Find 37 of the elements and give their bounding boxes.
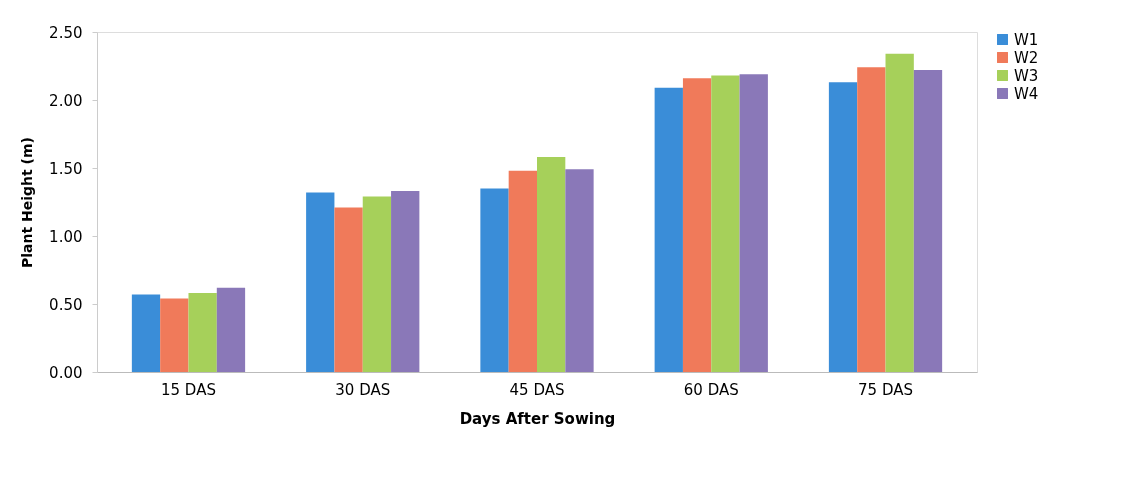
bar bbox=[131, 294, 161, 372]
bar bbox=[160, 298, 189, 372]
bar bbox=[828, 82, 858, 372]
bar bbox=[334, 207, 363, 372]
y-tick-label: 1.00 bbox=[49, 227, 83, 246]
x-tick-label: 45 DAS bbox=[509, 380, 565, 399]
bar bbox=[508, 170, 537, 372]
bar bbox=[391, 191, 420, 372]
y-tick-label: 0.50 bbox=[49, 295, 83, 314]
legend-label: W3 bbox=[1014, 66, 1039, 85]
bar bbox=[682, 78, 712, 372]
y-tick-label: 0.00 bbox=[49, 363, 83, 382]
bar bbox=[654, 87, 683, 372]
bar bbox=[216, 287, 246, 372]
bar bbox=[537, 157, 566, 372]
x-tick-label: 75 DAS bbox=[858, 380, 913, 399]
bar bbox=[711, 75, 740, 372]
bar bbox=[885, 53, 914, 372]
bar bbox=[362, 196, 392, 372]
legend-label: W1 bbox=[1014, 30, 1039, 49]
bar bbox=[739, 74, 768, 372]
legend-label: W2 bbox=[1014, 48, 1039, 67]
legend-label: W4 bbox=[1014, 84, 1039, 103]
y-tick-label: 2.50 bbox=[49, 23, 83, 42]
x-tick-label: 15 DAS bbox=[161, 380, 216, 399]
x-tick-label: 30 DAS bbox=[335, 380, 391, 399]
bar bbox=[480, 188, 509, 372]
y-tick-label: 2.00 bbox=[49, 91, 83, 110]
bar bbox=[857, 67, 886, 372]
bar bbox=[913, 70, 943, 372]
x-axis-title: Days After Sowing bbox=[459, 409, 616, 428]
x-tick-label: 60 DAS bbox=[683, 380, 739, 399]
y-tick-label: 1.50 bbox=[49, 159, 83, 178]
bar bbox=[565, 169, 594, 372]
bar bbox=[188, 293, 217, 372]
bar bbox=[306, 192, 335, 372]
y-axis-title: Plant Height (m) bbox=[19, 137, 36, 268]
